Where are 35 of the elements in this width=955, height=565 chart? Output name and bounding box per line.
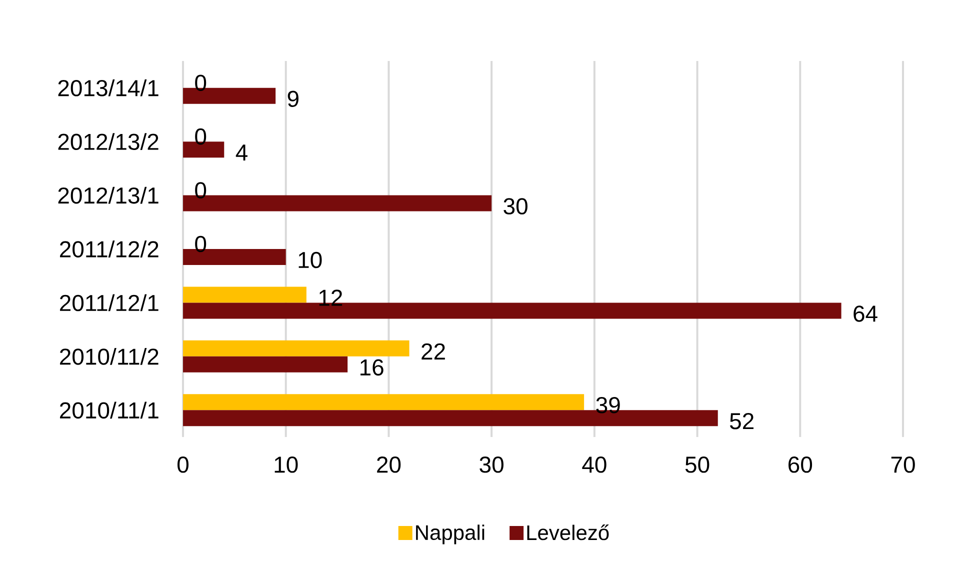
bar [183,394,584,410]
x-tick-label: 50 [685,456,710,473]
data-label: 0 [195,74,206,91]
y-tick-label: 2010/11/1 [60,402,158,419]
y-tick-label: 2011/12/2 [60,240,158,258]
x-tick-label: 40 [582,456,606,473]
data-label: 9 [288,90,298,107]
data-label: 0 [195,128,206,145]
x-tick-label: 60 [788,456,812,473]
x-tick-label: 30 [480,456,504,473]
data-label: 0 [195,236,206,252]
y-tick-label: 2013/14/1 [58,79,158,96]
y-tick-label: 2010/11/2 [60,348,158,365]
x-tick-label: 10 [274,456,298,473]
bar [183,356,348,372]
legend-label: Nappali [416,524,484,544]
data-label: 22 [422,343,445,360]
data-label: 39 [596,397,620,414]
data-label: 16 [360,359,384,376]
data-label: 30 [504,198,528,214]
data-label: 10 [298,252,322,268]
x-tick-label: 70 [891,456,915,473]
data-label: 52 [730,413,754,430]
y-tick-label: 2012/13/2 [58,133,158,150]
y-tick-label: 2011/12/1 [60,294,158,312]
data-label: 4 [236,144,248,160]
data-label: 64 [854,306,878,322]
bar [183,340,410,356]
legend-label: Levelező [527,524,609,540]
x-tick-label: 0 [178,456,189,473]
bar [183,286,306,303]
y-tick-label: 2012/13/1 [58,186,158,204]
data-label: 0 [195,182,206,198]
x-tick-label: 20 [377,456,401,473]
data-label: 12 [319,290,342,306]
